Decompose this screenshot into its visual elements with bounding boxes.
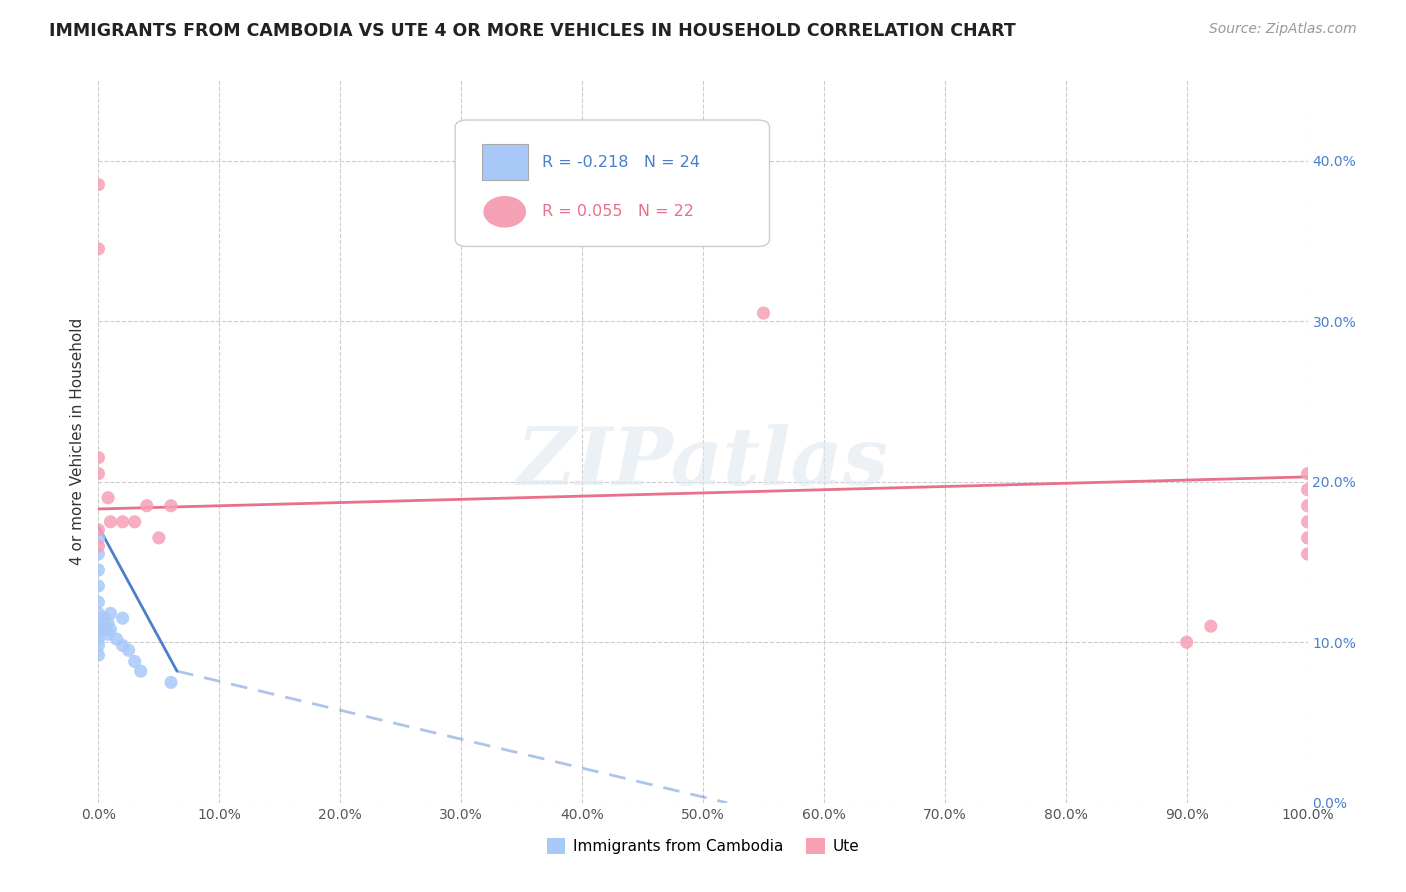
Point <box>111 611 134 625</box>
Point <box>87 607 110 621</box>
Point <box>87 615 110 630</box>
Point <box>124 515 146 529</box>
Point <box>87 563 110 577</box>
Point <box>87 539 110 553</box>
Point <box>93 611 115 625</box>
Point <box>111 639 134 653</box>
Point <box>124 655 146 669</box>
Point <box>87 523 110 537</box>
Point <box>752 306 775 320</box>
Point <box>135 499 157 513</box>
Point <box>1296 467 1319 481</box>
Point <box>97 491 120 505</box>
Point <box>160 675 183 690</box>
Point <box>87 595 110 609</box>
Text: R = 0.055   N = 22: R = 0.055 N = 22 <box>543 204 695 219</box>
Point <box>87 467 110 481</box>
Point <box>111 515 134 529</box>
Point <box>1296 531 1319 545</box>
Legend: Immigrants from Cambodia, Ute: Immigrants from Cambodia, Ute <box>541 832 865 860</box>
Point <box>87 632 110 646</box>
Point <box>87 178 110 192</box>
Point <box>1296 547 1319 561</box>
Point <box>87 648 110 662</box>
Point <box>100 607 122 621</box>
Point <box>1296 483 1319 497</box>
Point <box>100 515 122 529</box>
Point <box>100 623 122 637</box>
Point <box>87 579 110 593</box>
Point <box>148 531 170 545</box>
Text: R = -0.218   N = 24: R = -0.218 N = 24 <box>543 154 700 169</box>
Text: Source: ZipAtlas.com: Source: ZipAtlas.com <box>1209 22 1357 37</box>
FancyBboxPatch shape <box>456 120 769 246</box>
Point <box>1175 635 1198 649</box>
Text: ZIPatlas: ZIPatlas <box>517 425 889 502</box>
Point <box>87 547 110 561</box>
Ellipse shape <box>484 196 526 227</box>
Point <box>87 624 110 638</box>
Point <box>87 531 110 545</box>
Point <box>93 623 115 637</box>
FancyBboxPatch shape <box>482 145 527 180</box>
Point <box>129 664 152 678</box>
Point <box>160 499 183 513</box>
Point <box>87 639 110 653</box>
Point <box>97 627 120 641</box>
Point <box>97 615 120 630</box>
Point <box>1199 619 1222 633</box>
Point <box>1296 515 1319 529</box>
Point <box>87 450 110 465</box>
Point <box>105 632 128 646</box>
Point <box>87 242 110 256</box>
Text: IMMIGRANTS FROM CAMBODIA VS UTE 4 OR MORE VEHICLES IN HOUSEHOLD CORRELATION CHAR: IMMIGRANTS FROM CAMBODIA VS UTE 4 OR MOR… <box>49 22 1017 40</box>
Point <box>118 643 141 657</box>
Point <box>1296 499 1319 513</box>
Y-axis label: 4 or more Vehicles in Household: 4 or more Vehicles in Household <box>69 318 84 566</box>
